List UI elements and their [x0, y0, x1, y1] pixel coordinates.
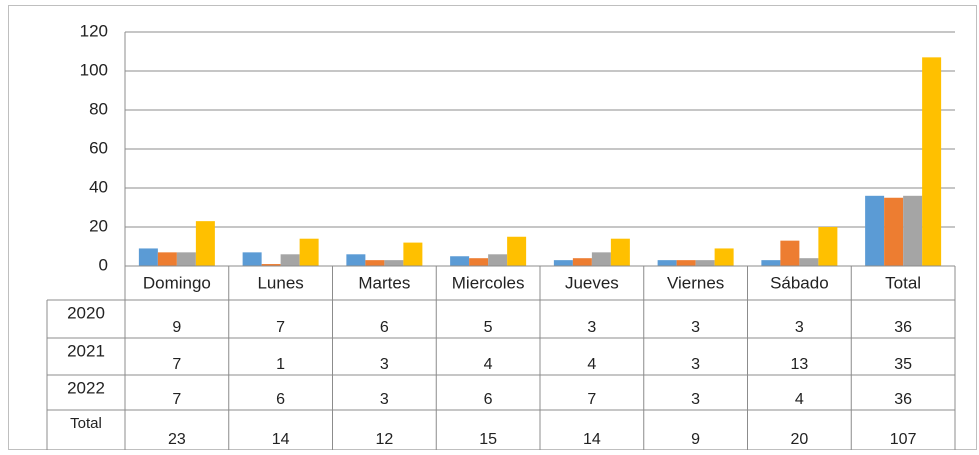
bar: [384, 260, 404, 266]
table-value: 14: [583, 431, 601, 448]
table-value: 14: [272, 431, 290, 448]
table-value: 7: [276, 319, 285, 336]
y-tick-label: 0: [99, 255, 108, 274]
bar: [818, 227, 838, 266]
y-tick-label: 60: [89, 138, 108, 157]
table-value: 3: [795, 319, 804, 336]
legend-label: 2022: [67, 378, 105, 397]
y-tick-label: 80: [89, 99, 108, 118]
bar: [261, 264, 281, 266]
table-value: 3: [380, 391, 389, 408]
table-value: 9: [172, 319, 181, 336]
table-value: 5: [484, 319, 493, 336]
bar: [865, 195, 885, 266]
y-tick-label: 40: [89, 177, 108, 196]
bar: [799, 258, 819, 266]
table-value: 13: [790, 356, 808, 373]
table-value: 6: [276, 391, 285, 408]
bar: [884, 197, 904, 266]
x-tick-label: Sábado: [770, 273, 829, 292]
table-value: 35: [894, 356, 912, 373]
table-value: 4: [795, 391, 804, 408]
bar: [469, 258, 489, 266]
bar: [780, 240, 800, 266]
bar: [591, 252, 611, 266]
y-tick-label: 20: [89, 216, 108, 235]
bar: [403, 242, 423, 266]
table-value: 4: [587, 356, 596, 373]
table-value: 9: [691, 431, 700, 448]
bar: [450, 256, 470, 266]
y-tick-label: 100: [80, 60, 108, 79]
x-tick-label: Domingo: [143, 273, 211, 292]
x-tick-label: Viernes: [667, 273, 724, 292]
x-tick-label: Miercoles: [452, 273, 525, 292]
x-tick-label: Total: [885, 273, 921, 292]
table-value: 23: [168, 431, 186, 448]
table-value: 15: [479, 431, 497, 448]
table-value: 107: [890, 431, 917, 448]
bar: [176, 252, 196, 266]
x-tick-label: Lunes: [257, 273, 303, 292]
bar: [280, 254, 300, 266]
table-value: 3: [380, 356, 389, 373]
bar: [157, 252, 177, 266]
legend-label: 2020: [67, 303, 105, 322]
bar: [365, 260, 385, 266]
table-value: 7: [172, 356, 181, 373]
bar: [553, 260, 573, 266]
bar: [572, 258, 592, 266]
y-tick-label: 120: [80, 21, 108, 40]
table-value: 36: [894, 391, 912, 408]
bar: [610, 238, 630, 266]
table-value: 1: [276, 356, 285, 373]
bar: [922, 57, 942, 266]
table-value: 3: [691, 391, 700, 408]
legend-label: Total: [70, 415, 102, 432]
table-value: 20: [790, 431, 808, 448]
table-value: 36: [894, 319, 912, 336]
bar: [346, 254, 366, 266]
bar: [299, 238, 319, 266]
table-value: 3: [691, 356, 700, 373]
x-tick-label: Jueves: [565, 273, 619, 292]
table-value: 7: [172, 391, 181, 408]
table-value: 3: [691, 319, 700, 336]
table-value: 6: [380, 319, 389, 336]
table-value: 3: [587, 319, 596, 336]
bar: [657, 260, 677, 266]
table-value: 6: [484, 391, 493, 408]
bar: [761, 260, 781, 266]
chart-frame: [8, 5, 977, 450]
bar: [903, 195, 923, 266]
bar: [714, 248, 734, 266]
bar: [488, 254, 508, 266]
bar: [195, 221, 215, 266]
legend-label: 2021: [67, 341, 105, 360]
bar: [695, 260, 715, 266]
bar: [138, 248, 158, 266]
bar: [676, 260, 696, 266]
bar: [507, 236, 527, 266]
table-value: 4: [484, 356, 493, 373]
x-tick-label: Martes: [358, 273, 410, 292]
bar: [242, 252, 262, 266]
table-value: 12: [375, 431, 393, 448]
table-value: 7: [587, 391, 596, 408]
